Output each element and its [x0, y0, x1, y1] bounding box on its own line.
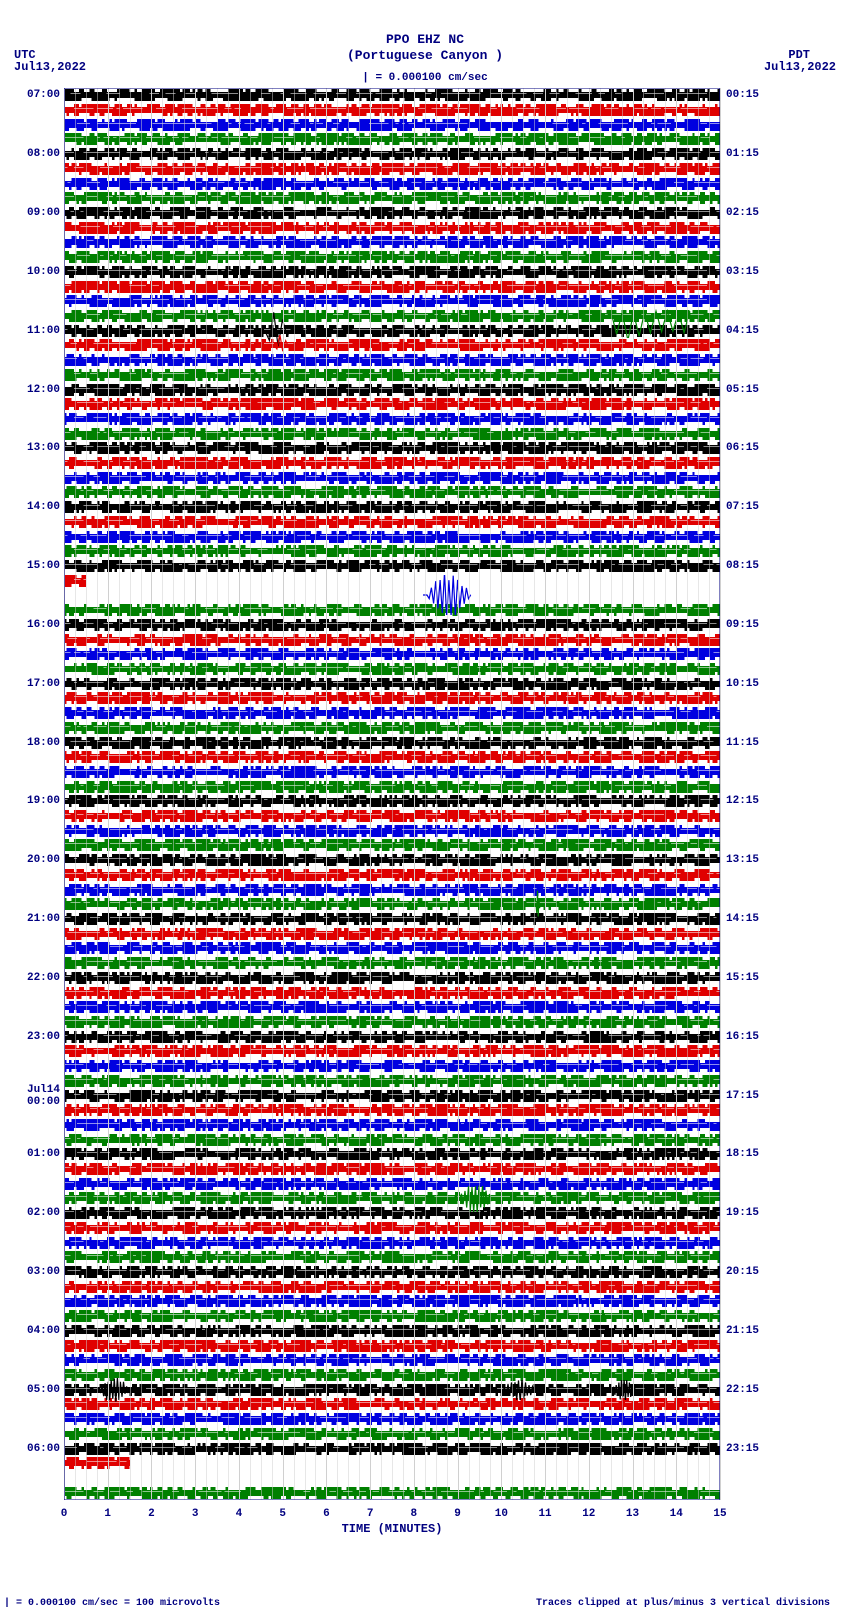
footer-clip-text: Traces clipped at plus/minus 3 vertical …: [536, 1598, 830, 1609]
pdt-time-label: 22:15: [726, 1384, 759, 1396]
utc-time-label: 06:00: [4, 1443, 60, 1455]
x-tick-label: 15: [713, 1508, 726, 1520]
x-tick-label: 10: [495, 1508, 508, 1520]
utc-time-label: 07:00: [4, 89, 60, 101]
pdt-time-label: 19:15: [726, 1207, 759, 1219]
x-tick-label: 11: [538, 1508, 551, 1520]
utc-time-label: 00:00: [4, 1096, 60, 1108]
utc-time-label: 12:00: [4, 384, 60, 396]
utc-time-label: 19:00: [4, 795, 60, 807]
scale-indicator: | = 0.000100 cm/sec: [0, 72, 850, 84]
x-tick-label: 3: [192, 1508, 199, 1520]
pdt-time-label: 02:15: [726, 207, 759, 219]
seismic-event: [423, 575, 475, 615]
footer-scale-text: | = 0.000100 cm/sec = 100 microvolts: [4, 1598, 220, 1609]
pdt-time-label: 14:15: [726, 913, 759, 925]
pdt-time-label: 20:15: [726, 1266, 759, 1278]
seismic-event: [95, 1378, 134, 1402]
pdt-time-label: 04:15: [726, 325, 759, 337]
pdt-time-label: 00:15: [726, 89, 759, 101]
utc-time-label: 04:00: [4, 1325, 60, 1337]
utc-time-label: 02:00: [4, 1207, 60, 1219]
x-tick-label: 1: [104, 1508, 111, 1520]
utc-time-label: 08:00: [4, 148, 60, 160]
utc-time-label: 18:00: [4, 737, 60, 749]
pdt-time-label: 06:15: [726, 442, 759, 454]
pdt-time-label: 16:15: [726, 1031, 759, 1043]
pdt-time-label: 09:15: [726, 619, 759, 631]
x-tick-label: 5: [279, 1508, 286, 1520]
pdt-time-label: 05:15: [726, 384, 759, 396]
utc-time-label: 16:00: [4, 619, 60, 631]
utc-time-label: 20:00: [4, 854, 60, 866]
date-left-label: Jul13,2022: [14, 60, 86, 74]
date-right-label: Jul13,2022: [764, 60, 836, 74]
utc-time-label: 03:00: [4, 1266, 60, 1278]
pdt-time-label: 15:15: [726, 972, 759, 984]
utc-time-label: 13:00: [4, 442, 60, 454]
pdt-time-label: 17:15: [726, 1090, 759, 1102]
utc-time-label: 14:00: [4, 501, 60, 513]
pdt-time-label: 18:15: [726, 1148, 759, 1160]
utc-time-label: 23:00: [4, 1031, 60, 1043]
utc-time-label: 17:00: [4, 678, 60, 690]
seismic-event: [607, 1380, 641, 1400]
x-tick-label: 13: [626, 1508, 639, 1520]
utc-time-label: 01:00: [4, 1148, 60, 1160]
utc-time-label: 21:00: [4, 913, 60, 925]
x-tick-label: 0: [61, 1508, 68, 1520]
x-tick-label: 2: [148, 1508, 155, 1520]
x-tick-label: 4: [236, 1508, 243, 1520]
x-tick-label: 6: [323, 1508, 330, 1520]
x-tick-label: 8: [411, 1508, 418, 1520]
x-axis-label: TIME (MINUTES): [342, 1522, 443, 1536]
pdt-time-label: 01:15: [726, 148, 759, 160]
date-change-label: Jul14: [4, 1084, 60, 1096]
pdt-time-label: 21:15: [726, 1325, 759, 1337]
pdt-time-label: 08:15: [726, 560, 759, 572]
utc-time-label: 11:00: [4, 325, 60, 337]
x-tick-label: 14: [670, 1508, 683, 1520]
pdt-time-label: 07:15: [726, 501, 759, 513]
pdt-time-label: 12:15: [726, 795, 759, 807]
pdt-time-label: 03:15: [726, 266, 759, 278]
helicorder-plot: [64, 88, 720, 1500]
pdt-time-label: 13:15: [726, 854, 759, 866]
utc-time-label: 10:00: [4, 266, 60, 278]
station-subtitle: (Portuguese Canyon ): [0, 48, 850, 63]
x-tick-label: 9: [454, 1508, 461, 1520]
pdt-time-label: 11:15: [726, 737, 759, 749]
utc-time-label: 09:00: [4, 207, 60, 219]
utc-time-label: 15:00: [4, 560, 60, 572]
utc-time-label: 22:00: [4, 972, 60, 984]
utc-time-label: 05:00: [4, 1384, 60, 1396]
seismogram-container: PPO EHZ NC (Portuguese Canyon ) | = 0.00…: [0, 0, 850, 1613]
seismic-event: [607, 294, 694, 338]
pdt-time-label: 10:15: [726, 678, 759, 690]
station-title: PPO EHZ NC: [0, 32, 850, 47]
x-tick-label: 7: [367, 1508, 374, 1520]
pdt-time-label: 23:15: [726, 1443, 759, 1455]
x-tick-label: 12: [582, 1508, 595, 1520]
